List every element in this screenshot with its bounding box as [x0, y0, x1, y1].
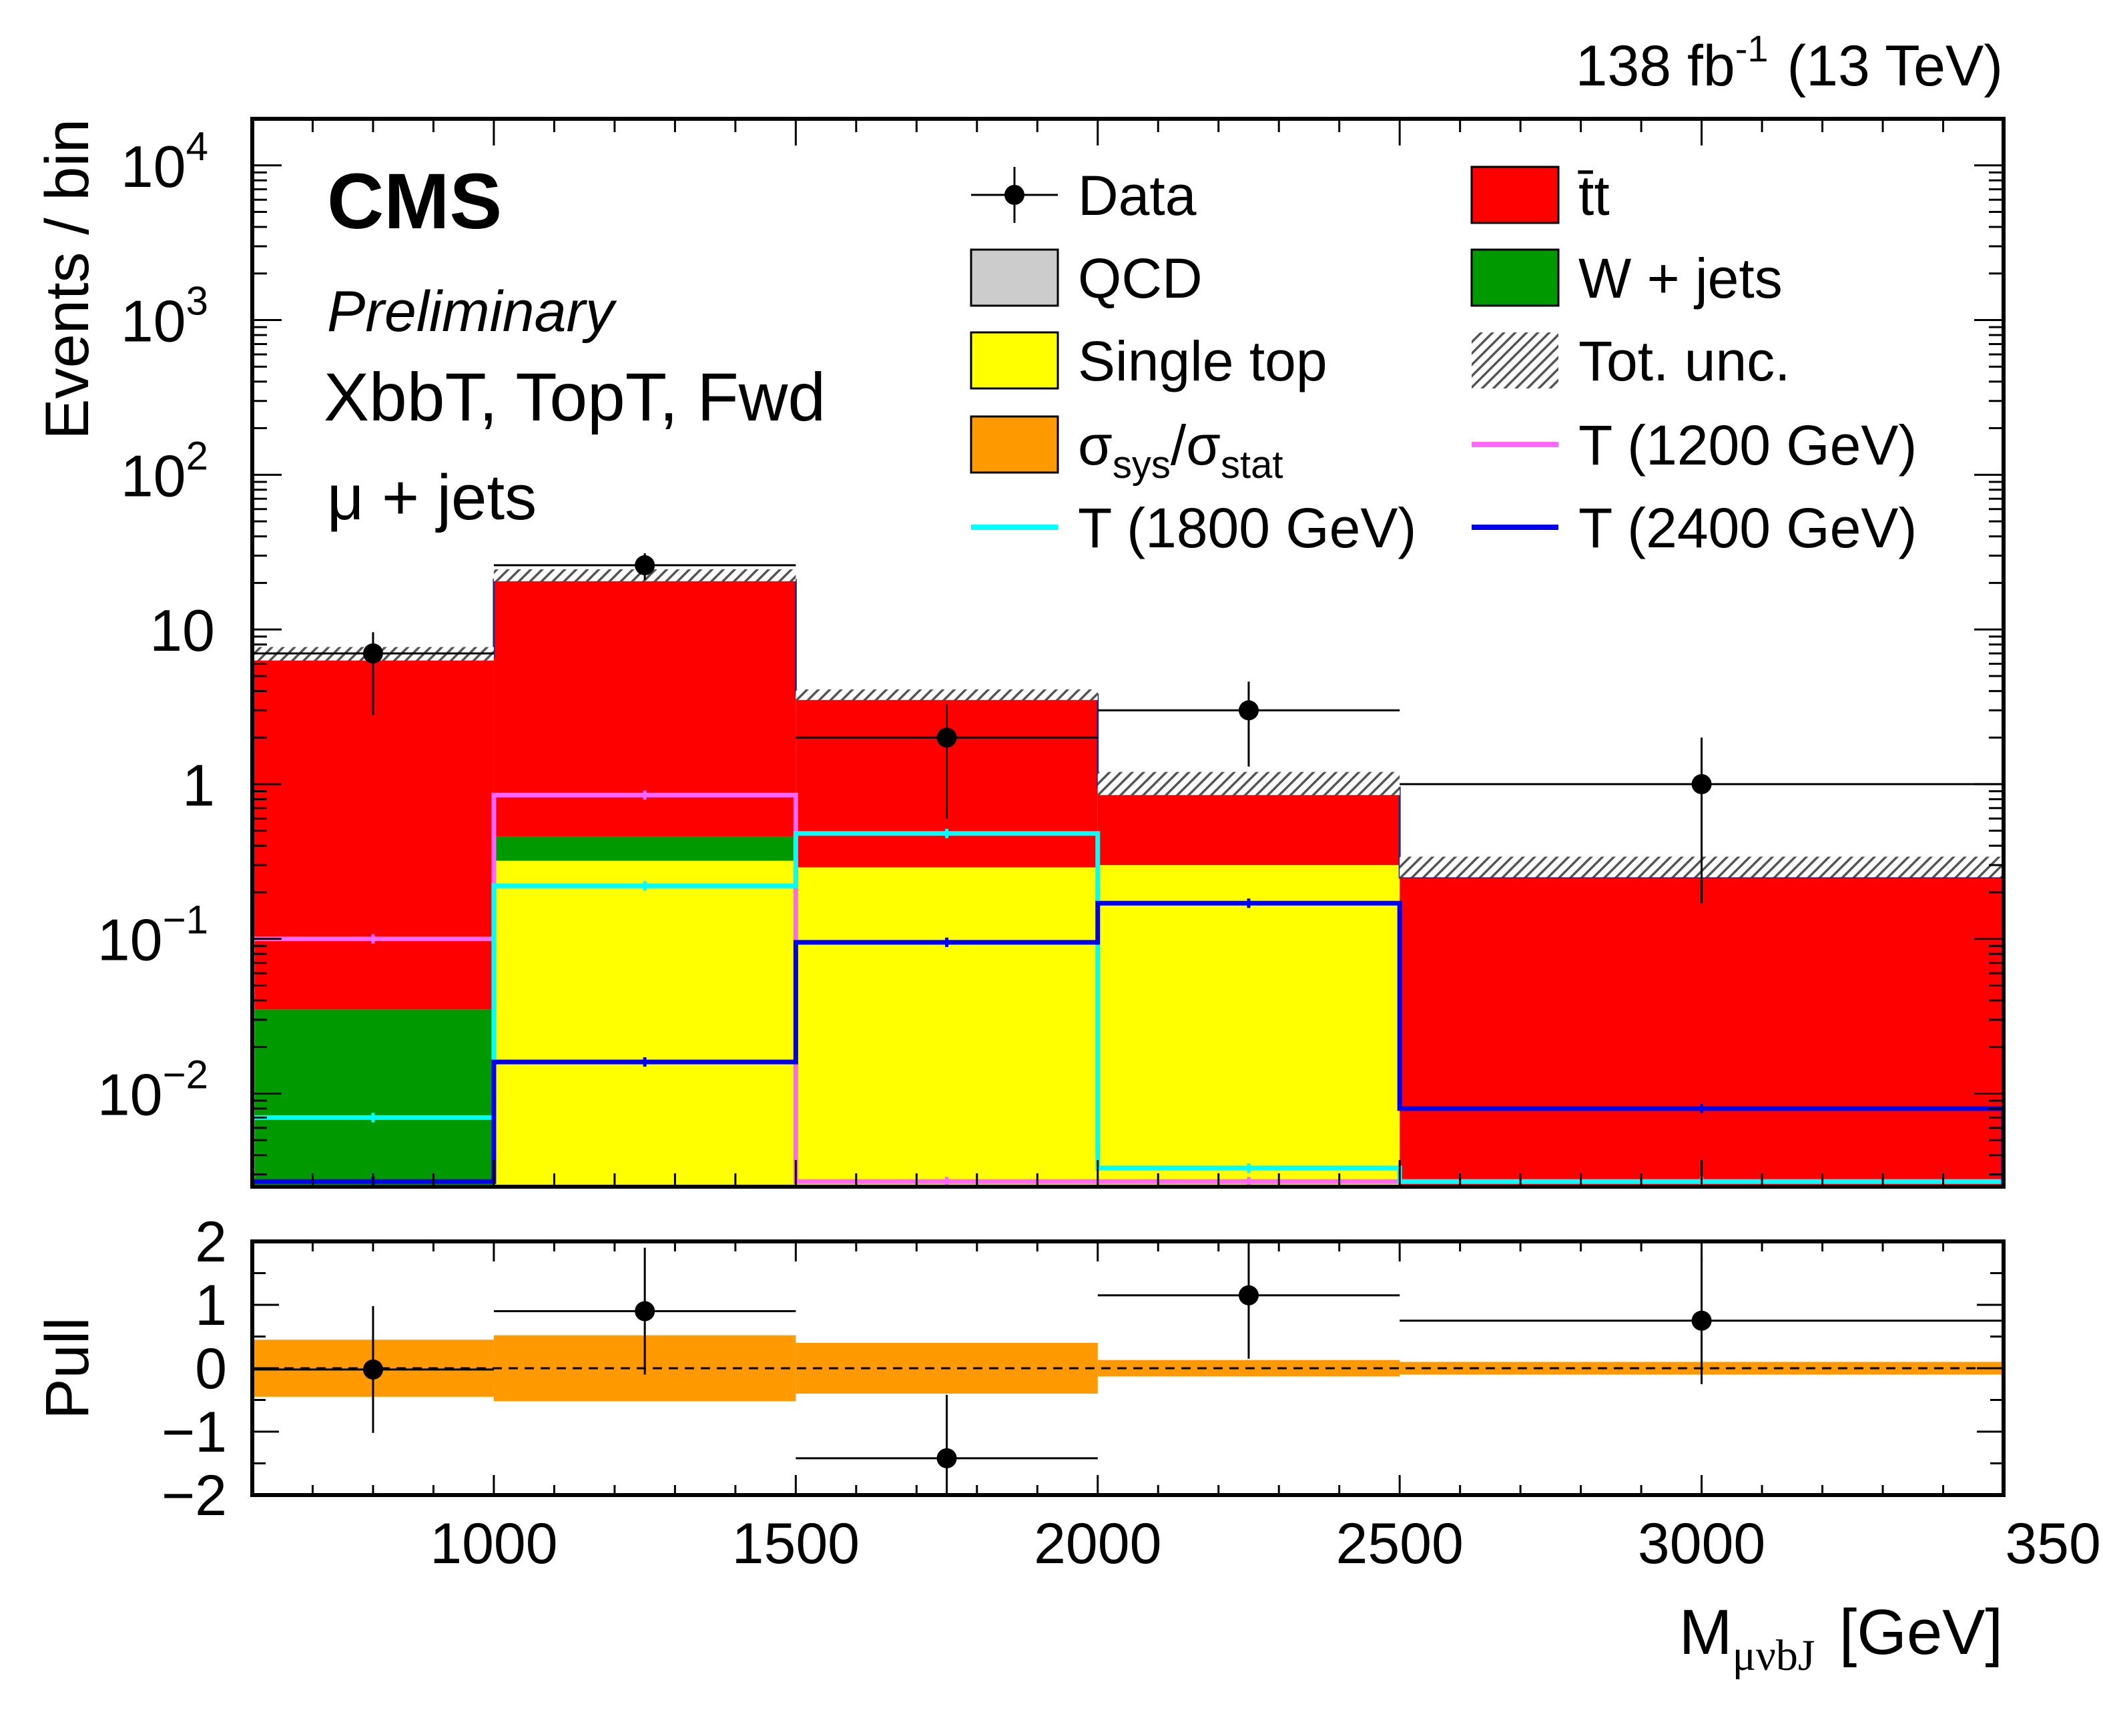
- stack-bar-wjets: [252, 1009, 494, 1187]
- legend-swatch: [1470, 166, 1560, 224]
- data-point: [936, 728, 957, 748]
- pull-point: [362, 1359, 383, 1380]
- pull-y-tick-label: 2: [195, 1210, 227, 1274]
- legend-label: σsys/σstat: [1078, 414, 1283, 487]
- legend-label: Single top: [1078, 330, 1327, 392]
- stack-bar-wjets: [493, 836, 796, 861]
- legend-swatch: [970, 415, 1059, 474]
- experiment-label: CMS: [327, 158, 502, 246]
- y-tick-label: 1: [182, 752, 215, 818]
- x-tick-label: 2000: [1034, 1512, 1161, 1576]
- legend-marker: [1004, 185, 1024, 205]
- data-point: [635, 555, 655, 575]
- stack-bar-singletop: [1097, 865, 1400, 1187]
- lumi-label: 138 fb-1 (13 TeV): [1576, 27, 2003, 98]
- category-label: XbbT, TopT, Fwd: [324, 359, 826, 435]
- data-point: [362, 643, 383, 664]
- stack-bar-ttbar: [1097, 788, 1400, 866]
- channel-label: μ + jets: [327, 462, 537, 533]
- y-axis-title: Events / bin: [33, 119, 101, 440]
- stack-bar-ttbar: [1400, 877, 2004, 1187]
- y-tick-label: 104: [121, 124, 208, 200]
- main-axes: 10−2 10−1 1 10 102 103 104: [97, 117, 2006, 1189]
- legend-swatch: [970, 331, 1059, 390]
- legend: Data t̄t QCD W + jets Single top Tot. unc. σsy…: [970, 164, 1917, 559]
- pull-uncertainty-band: [252, 1335, 2004, 1402]
- pull-points: [252, 1241, 2004, 1495]
- stack-bar-singletop: [796, 867, 1098, 1187]
- legend-label: t̄t: [1578, 164, 1610, 227]
- legend-label: Tot. unc.: [1578, 330, 1791, 392]
- y-tick-label: 102: [121, 433, 208, 509]
- status-label: Preliminary: [327, 280, 617, 344]
- stack-bar-ttbar: [252, 657, 494, 1010]
- pull-axis-title: Pull: [33, 1317, 101, 1419]
- x-tick-label: 1500: [732, 1512, 860, 1576]
- legend-label: W + jets: [1578, 247, 1783, 310]
- data-point: [1691, 774, 1712, 794]
- pull-y-tick-label: −1: [162, 1400, 227, 1464]
- unc-hatch: [796, 689, 1098, 700]
- stack-bar-singletop: [493, 860, 796, 1187]
- pull-y-tick-label: 1: [195, 1273, 227, 1338]
- legend-swatch: [1472, 332, 1558, 388]
- legend-swatch: [1470, 248, 1560, 307]
- pull-y-tick-label: 0: [195, 1337, 227, 1401]
- legend-label: QCD: [1078, 247, 1203, 310]
- pull-point: [635, 1301, 655, 1322]
- unc-hatch: [1097, 772, 1400, 796]
- legend-swatch: [970, 248, 1059, 307]
- stacked-backgrounds: [252, 579, 2004, 1187]
- y-tick-label: 10−1: [97, 898, 208, 973]
- pull-point: [936, 1448, 957, 1468]
- legend-label: T (1800 GeV): [1078, 497, 1416, 559]
- x-tick-label: 2500: [1336, 1512, 1464, 1576]
- x-axis-title: MμνbJ [GeV]: [1679, 1597, 2003, 1680]
- legend-label: T (2400 GeV): [1578, 497, 1917, 559]
- x-tick-label: 1000: [430, 1512, 557, 1576]
- y-tick-label: 10: [149, 597, 215, 663]
- pull-point: [1691, 1310, 1712, 1331]
- data-point: [1238, 700, 1259, 721]
- y-tick-label: 10−2: [97, 1052, 208, 1127]
- legend-label: T (1200 GeV): [1578, 414, 1917, 477]
- x-tick-label: 3500: [2005, 1512, 2103, 1576]
- legend-label: Data: [1078, 164, 1197, 227]
- y-tick-label: 103: [121, 279, 208, 354]
- data-points: [252, 553, 2004, 904]
- pull-point: [1238, 1285, 1259, 1306]
- x-tick-label: 3000: [1638, 1512, 1765, 1576]
- pull-y-tick-label: −2: [162, 1464, 227, 1528]
